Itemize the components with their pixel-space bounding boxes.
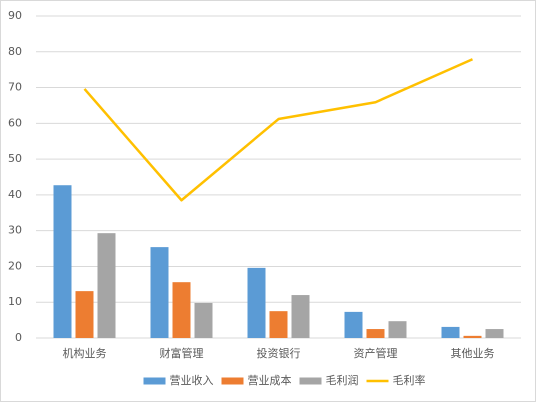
bar [485, 329, 504, 338]
x-tick-label: 资产管理 [354, 346, 398, 360]
bar [194, 302, 213, 338]
x-tick-label: 机构业务 [63, 346, 107, 360]
bar [388, 321, 407, 338]
y-tick-label: 60 [8, 116, 22, 129]
x-tick-label: 其他业务 [451, 347, 495, 360]
y-tick-label: 30 [8, 224, 22, 237]
x-tick-label: 投资银行 [257, 346, 301, 360]
x-tick-label: 财富管理 [160, 346, 204, 360]
legend-label: 营业成本 [248, 373, 292, 387]
bar [366, 329, 385, 338]
bar [97, 233, 116, 338]
bar [463, 335, 482, 338]
legend-label: 毛利润 [326, 373, 359, 387]
line [83, 58, 474, 202]
y-tick-label: 10 [8, 295, 22, 308]
legend-label: 毛利率 [393, 373, 426, 387]
y-tick-label: 70 [8, 81, 22, 94]
y-tick-label: 80 [8, 45, 22, 58]
bar [75, 291, 94, 338]
bar [53, 185, 72, 338]
y-tick-label: 90 [8, 9, 22, 22]
y-tick-label: 40 [8, 188, 22, 201]
legend-swatch [143, 377, 166, 385]
bar [247, 267, 266, 338]
y-tick-label: 50 [8, 152, 22, 165]
bar [150, 247, 169, 338]
bar [172, 282, 191, 338]
legend-swatch [299, 377, 322, 385]
bar [291, 295, 310, 338]
legend-label: 营业收入 [170, 373, 214, 387]
y-tick-label: 0 [15, 331, 22, 344]
legend-swatch [221, 377, 244, 385]
y-tick-label: 20 [8, 259, 22, 272]
bar [441, 326, 460, 338]
bar [344, 311, 363, 338]
bar [269, 311, 288, 338]
